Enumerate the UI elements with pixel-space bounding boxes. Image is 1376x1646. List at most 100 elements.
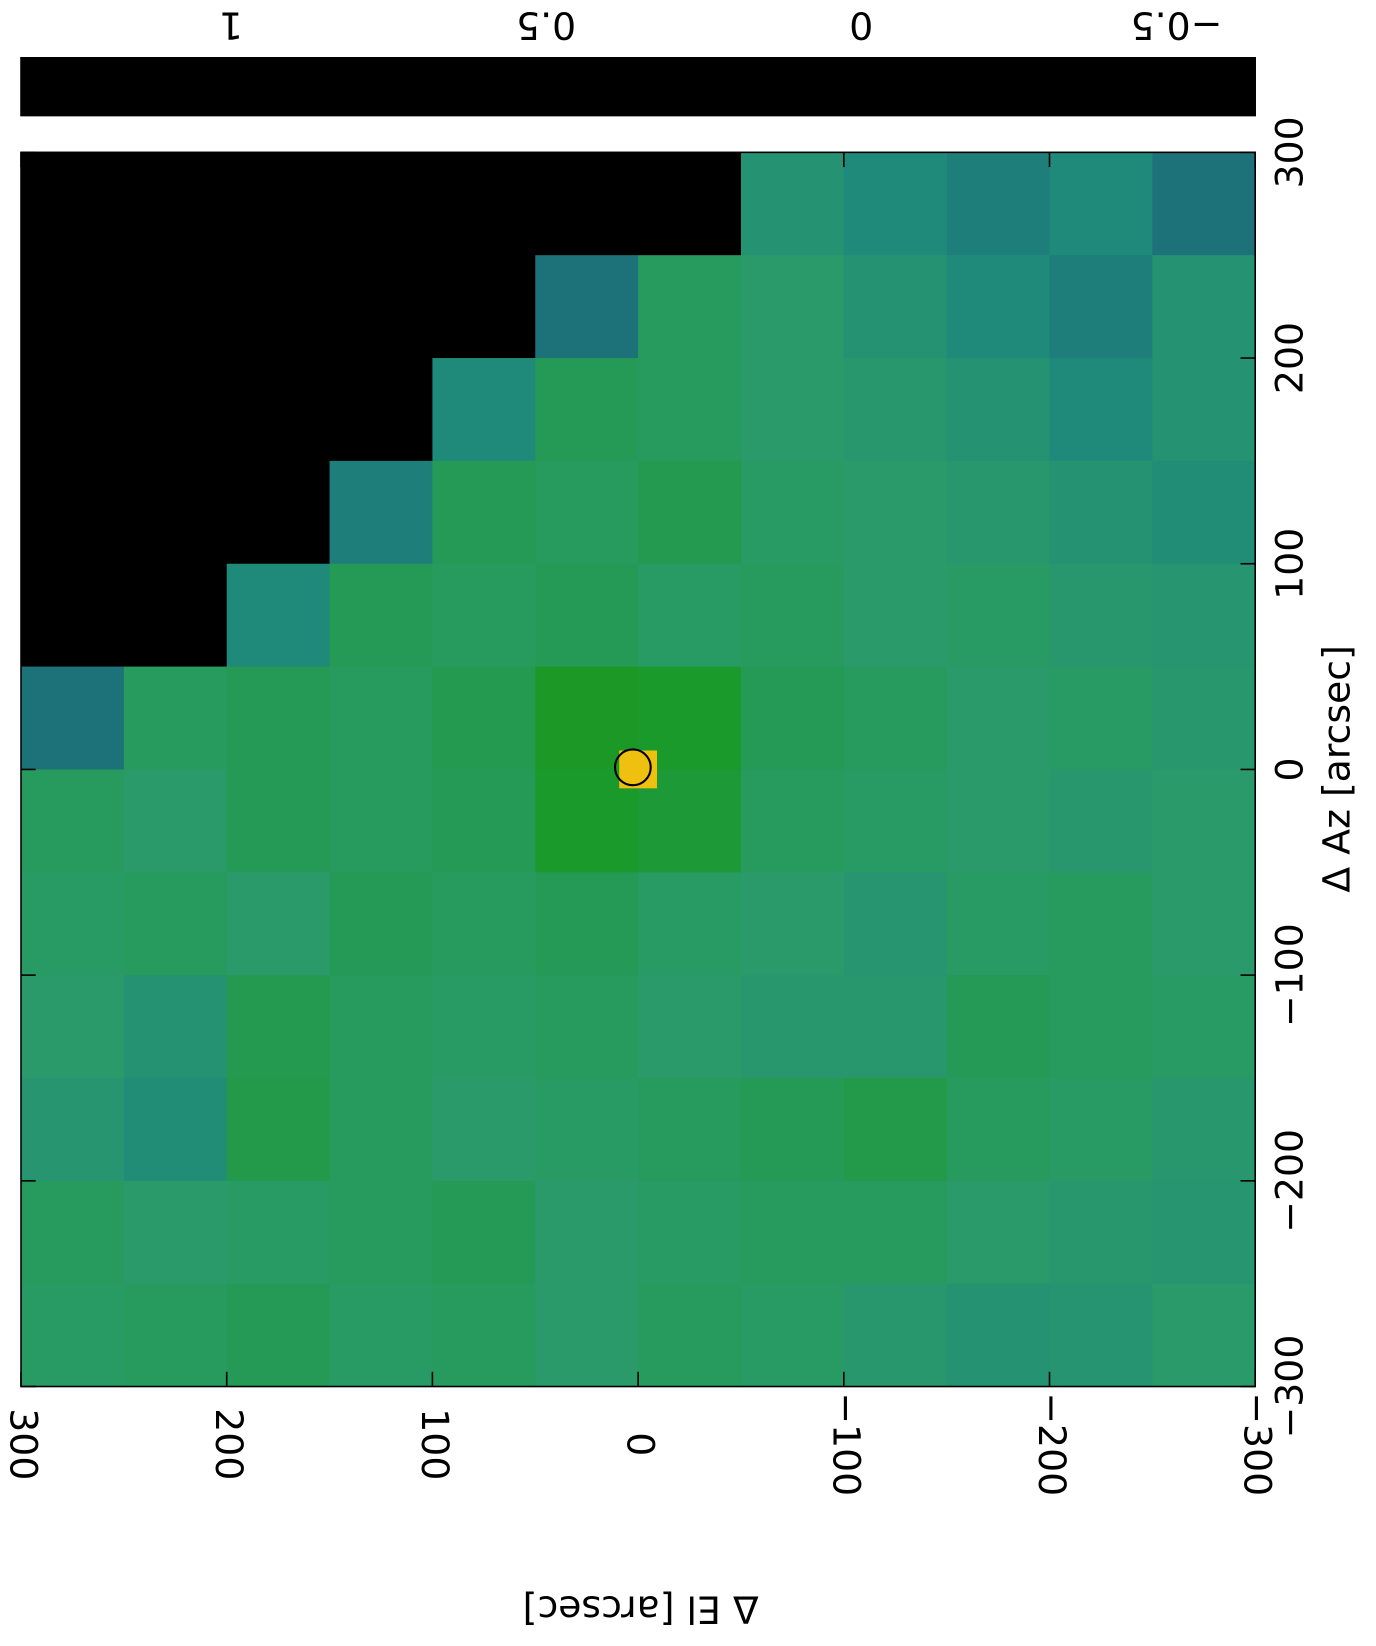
heatmap-cell <box>329 1077 433 1182</box>
heatmap-cell <box>226 769 331 873</box>
heatmap-cell <box>123 975 228 1079</box>
heatmap-cell <box>535 1077 639 1182</box>
heatmap-cell <box>638 255 742 359</box>
heatmap-cell <box>535 975 639 1079</box>
heatmap-cell <box>638 358 742 462</box>
heatmap-cell <box>432 666 536 770</box>
heatmap-cell <box>226 975 331 1079</box>
heatmap-cell <box>21 1283 125 1388</box>
y-tick-label: 200 <box>1267 322 1311 394</box>
heatmap-cell <box>946 769 1051 873</box>
heatmap-cell <box>1049 1180 1153 1285</box>
heatmap-cell <box>1152 769 1256 873</box>
heatmap-cell <box>1152 1180 1256 1285</box>
heatmap-cell <box>946 255 1051 359</box>
heatmap-cell <box>1152 152 1256 256</box>
heatmap-cell <box>740 563 845 668</box>
heatmap-cell <box>1049 769 1153 873</box>
heatmap-cell <box>432 1077 536 1182</box>
heatmap-cell <box>1049 460 1153 565</box>
heatmap-cell <box>843 255 948 359</box>
heatmap-cell <box>432 1283 536 1388</box>
heatmap-cell <box>843 666 948 770</box>
heatmap-cell <box>843 460 948 565</box>
x-tick-label: −300 <box>1236 1392 1280 1496</box>
heatmap-cell <box>843 1180 948 1285</box>
colorbar-tick-label: 0 <box>849 4 873 48</box>
x-tick-label: 300 <box>2 1408 46 1480</box>
heatmap-cell <box>1152 255 1256 359</box>
heatmap-cell <box>843 1077 948 1182</box>
heatmap-cell <box>740 1180 845 1285</box>
heatmap-cell <box>1152 975 1256 1079</box>
x-tick-label: 200 <box>207 1408 251 1480</box>
y-tick-label: −100 <box>1267 923 1311 1027</box>
heatmap-cell <box>740 975 845 1079</box>
heatmap-cell <box>946 563 1051 668</box>
heatmap-cell <box>843 769 948 873</box>
heatmap-cell <box>226 666 331 770</box>
heatmap-cell <box>432 769 536 873</box>
heatmap-cell <box>946 872 1051 976</box>
y-tick-label: 300 <box>1267 116 1311 188</box>
heatmap-cell <box>638 1283 742 1388</box>
colorbar-tick-label: 1 <box>219 4 243 48</box>
y-tick-label: −300 <box>1267 1335 1311 1439</box>
x-tick-label: 100 <box>413 1408 457 1480</box>
x-tick-label: −200 <box>1030 1392 1074 1496</box>
heatmap-cell <box>123 1180 228 1285</box>
heatmap-cell <box>1152 666 1256 770</box>
heatmap-cell <box>843 1283 948 1388</box>
heatmap-cell <box>638 460 742 565</box>
heatmap-cell <box>226 1283 331 1388</box>
heatmap-cell <box>329 1283 433 1388</box>
heatmap-cell <box>946 358 1051 462</box>
heatmap-cell <box>535 255 639 359</box>
heatmap-cell <box>638 1180 742 1285</box>
heatmap-cell <box>1049 1283 1153 1388</box>
heatmap-cell <box>21 666 125 770</box>
heatmap-cell <box>535 1180 639 1285</box>
colorbar <box>20 57 1256 117</box>
heatmap-cell <box>843 872 948 976</box>
heatmap-cell <box>1152 563 1256 668</box>
y-tick-label: 0 <box>1267 757 1311 781</box>
heatmap-cell <box>1049 1077 1153 1182</box>
heatmap-cell <box>329 666 433 770</box>
heatmap-cell <box>1049 358 1153 462</box>
heatmap-cell <box>123 769 228 873</box>
heatmap-cell <box>329 1180 433 1285</box>
heatmap-cell <box>638 975 742 1079</box>
heatmap-cell <box>535 872 639 976</box>
heatmap-cell <box>535 1283 639 1388</box>
heatmap-cell <box>21 1077 125 1182</box>
heatmap-cell <box>329 769 433 873</box>
colorbar-tick-label: −0.5 <box>1131 4 1223 48</box>
heatmap-cell <box>21 872 125 976</box>
heatmap-cell <box>740 152 845 256</box>
heatmap-cell <box>638 1077 742 1182</box>
heatmap-cell <box>740 769 845 873</box>
heatmap-cell <box>946 975 1051 1079</box>
y-axis-title: Δ Az [arcsec] <box>1315 645 1359 892</box>
heatmap-cell <box>123 1077 228 1182</box>
heatmap-cell <box>1049 666 1153 770</box>
heatmap-cell <box>535 358 639 462</box>
heatmap-cell <box>535 460 639 565</box>
y-tick-label: 100 <box>1267 528 1311 600</box>
x-axis-title: Δ El [arcsec] <box>523 1588 759 1632</box>
heatmap-cell <box>1049 255 1153 359</box>
x-tick-label: −100 <box>824 1392 868 1496</box>
x-tick-label: 0 <box>619 1432 663 1456</box>
heatmap-cell <box>946 1180 1051 1285</box>
heatmap-cell <box>843 563 948 668</box>
heatmap-cell <box>638 872 742 976</box>
heatmap-cell <box>740 666 845 770</box>
heatmap-cell <box>123 666 228 770</box>
heatmap-cell <box>226 1180 331 1285</box>
heatmap-cell <box>329 460 433 565</box>
heatmap-cell <box>946 1283 1051 1388</box>
heatmap-cell <box>226 1077 331 1182</box>
